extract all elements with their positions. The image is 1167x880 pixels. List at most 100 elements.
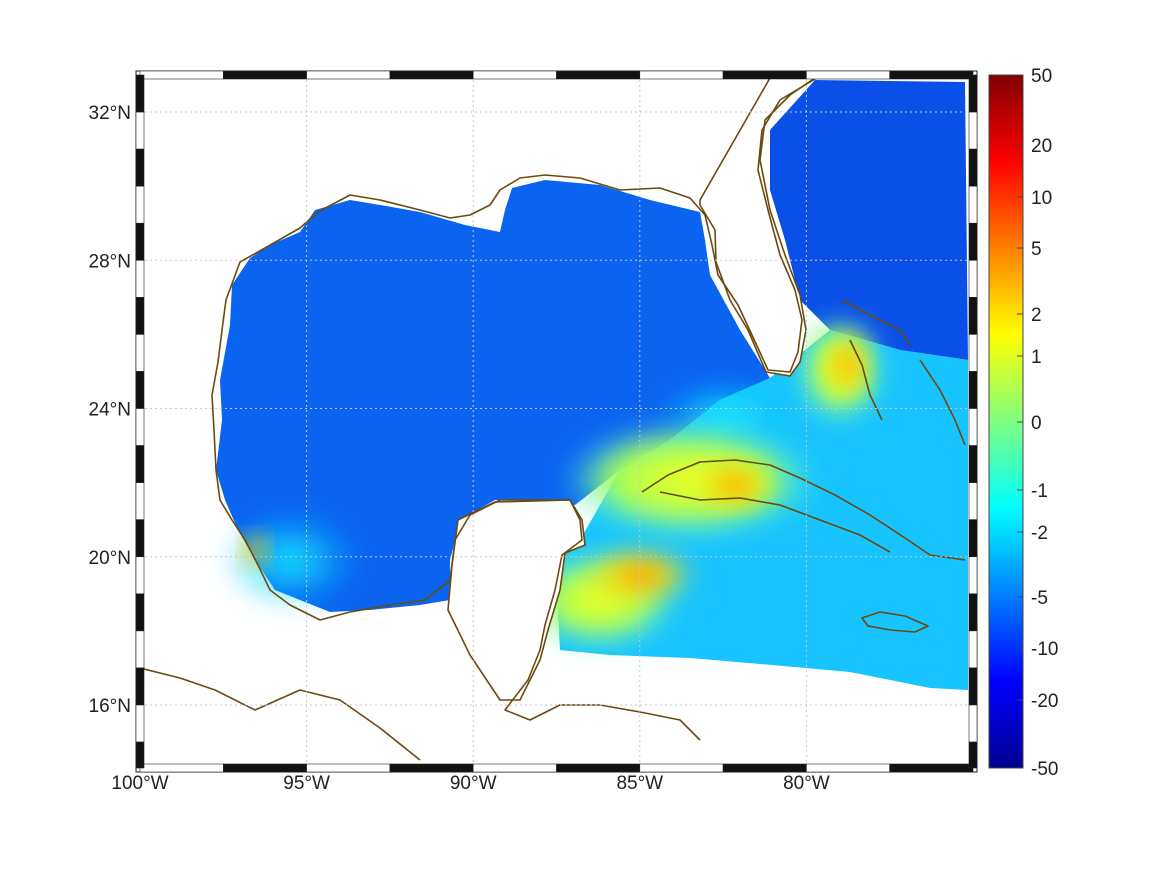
colorbar-tick-label: -10 [1031,639,1058,660]
frame-segment-bottom [722,763,807,773]
frame-segment-right [968,556,978,595]
mexico-coastline [215,469,701,741]
colorbar-tick-label: 5 [1031,239,1042,260]
frame-segment-right [968,334,978,372]
frame-segment-left [135,259,145,298]
orange-patch [241,532,269,568]
frame-segment-left [135,667,145,706]
cyan-patch [220,510,360,610]
frame-segment-left [135,111,145,150]
x-tick-label: 95°W [283,773,330,794]
colorbar-tick-label: 1 [1031,347,1042,368]
bahamas-coastline [841,299,966,446]
frame-segment-left [135,185,145,224]
gulf-field [216,180,770,612]
data-field [216,77,968,701]
frame-segment-right [968,259,978,298]
graticule [140,75,973,768]
y-tick-label: 20°N [89,548,131,569]
frame-segment-left [135,741,145,769]
frame-segment-top [722,70,807,80]
x-tick-label: 90°W [450,773,497,794]
frame-segment-top [889,70,974,80]
yellow-patch [560,420,820,540]
atlantic-field [770,80,968,360]
frame-segment-top [639,70,724,80]
frame-segment-right [968,630,978,669]
y-tick-label: 32°N [89,103,131,124]
frame-segment-bottom [306,763,391,773]
frame-segment-bottom [889,763,974,773]
frame-segment-right [968,408,978,446]
frame-segment-right [968,185,978,224]
frame-segment-left [135,371,145,409]
colorbar-tick-label: 50 [1031,66,1052,87]
x-tick-label: 100°W [111,773,168,794]
frame-segment-right [968,445,978,483]
x-tick-label: 85°W [616,773,663,794]
frame-segment-bottom [223,763,307,773]
colorbar-tick-label: -5 [1031,588,1048,609]
frame-segment-top [389,70,474,80]
frame-segment-left [135,408,145,446]
frame-segment-bottom [389,763,474,773]
frame-segment-top [556,70,641,80]
frame-segment-top [472,70,557,80]
frame-segment-right [968,74,978,113]
orange-patch [695,460,775,510]
y-tick-label: 28°N [89,251,131,272]
y-axis-labels: 32°N 28°N 24°N 20°N 16°N [89,103,131,717]
frame-segment-bottom [639,763,724,773]
frame-segment-left [135,222,145,261]
colorbar-tick-label: -2 [1031,523,1048,544]
frame-segment-left [135,445,145,483]
frame-segment-right [968,593,978,632]
frame-segment-right [968,704,978,743]
y-tick-label: 16°N [89,696,131,717]
frame-segment-left [135,148,145,187]
colorbar-tick-label: 2 [1031,305,1042,326]
frame-segment-right [968,519,978,558]
frame-segment-left [135,482,145,521]
frame-segment-right [968,222,978,261]
frame-segment-left [135,334,145,372]
frame-segment-right [968,482,978,521]
frame-segment-left [135,593,145,632]
colorbar-tick-label: 20 [1031,136,1052,157]
y-tick-label: 24°N [89,400,131,421]
frame-segment-left [135,519,145,558]
frame-segment-right [968,148,978,187]
frame-segment-bottom [806,763,891,773]
frame-segment-top [139,70,224,80]
colorbar-tick-label: -1 [1031,481,1048,502]
colorbar-tick-label: -50 [1031,759,1058,780]
frame-segment-top [223,70,307,80]
colorbar-tick-label: 0 [1031,413,1042,434]
frame-segment-right [968,297,978,335]
cuba-coastline [641,459,966,561]
coastlines [140,75,966,761]
frame-segment-bottom [472,763,557,773]
map-frame [135,70,978,773]
frame-segment-bottom [556,763,641,773]
frame-segment-left [135,630,145,669]
frame-segment-top [806,70,891,80]
frame-segment-right [968,667,978,706]
frame-segment-left [135,74,145,113]
x-axis-labels: 100°W 95°W 90°W 85°W 80°W [111,773,829,794]
colorbar-tick-label: 10 [1031,188,1052,209]
frame-segment-right [968,111,978,150]
frame-segment-left [135,556,145,595]
gulf-coastline [140,75,821,761]
x-tick-label: 80°W [783,773,830,794]
frame-segment-top [306,70,391,80]
frame-segment-left [135,704,145,743]
frame-segment-bottom [139,763,224,773]
orange-patch [826,333,870,397]
jamaica-coastline [861,611,929,633]
frame-segment-left [135,297,145,335]
frame-segment-right [968,741,978,769]
